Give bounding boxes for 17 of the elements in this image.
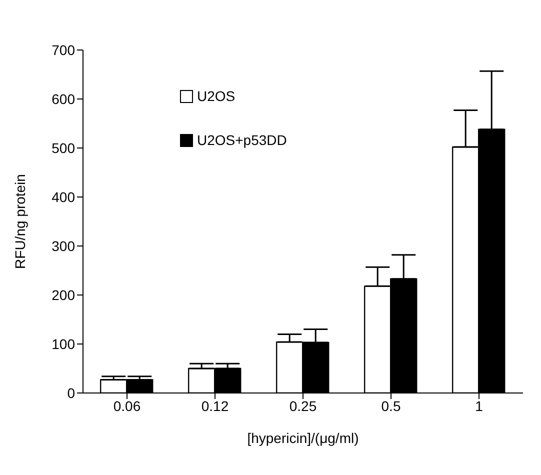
x-tick-label: 1	[475, 398, 484, 414]
x-tick-label: 0.06	[113, 398, 141, 414]
y-tick-label: 500	[52, 140, 76, 156]
legend-label: U2OS+p53DD	[197, 132, 287, 148]
x-tick-label: 0.5	[381, 398, 401, 414]
x-tick-label: 0.25	[289, 398, 317, 414]
legend-label: U2OS	[197, 88, 236, 104]
x-axis-title: [hypericin]/(μg/ml)	[247, 430, 359, 446]
y-tick-label: 400	[52, 188, 76, 205]
y-tick-label: 100	[52, 336, 76, 352]
y-tick-label: 0	[67, 384, 76, 401]
y-tick-label: 700	[52, 42, 76, 58]
x-tick-label: 0.12	[201, 398, 229, 414]
y-tick-label: 200	[52, 286, 76, 303]
y-tick-label: 300	[52, 238, 76, 254]
y-tick-label: 600	[52, 90, 76, 107]
y-axis-title: RFU/ng protein	[12, 174, 28, 269]
